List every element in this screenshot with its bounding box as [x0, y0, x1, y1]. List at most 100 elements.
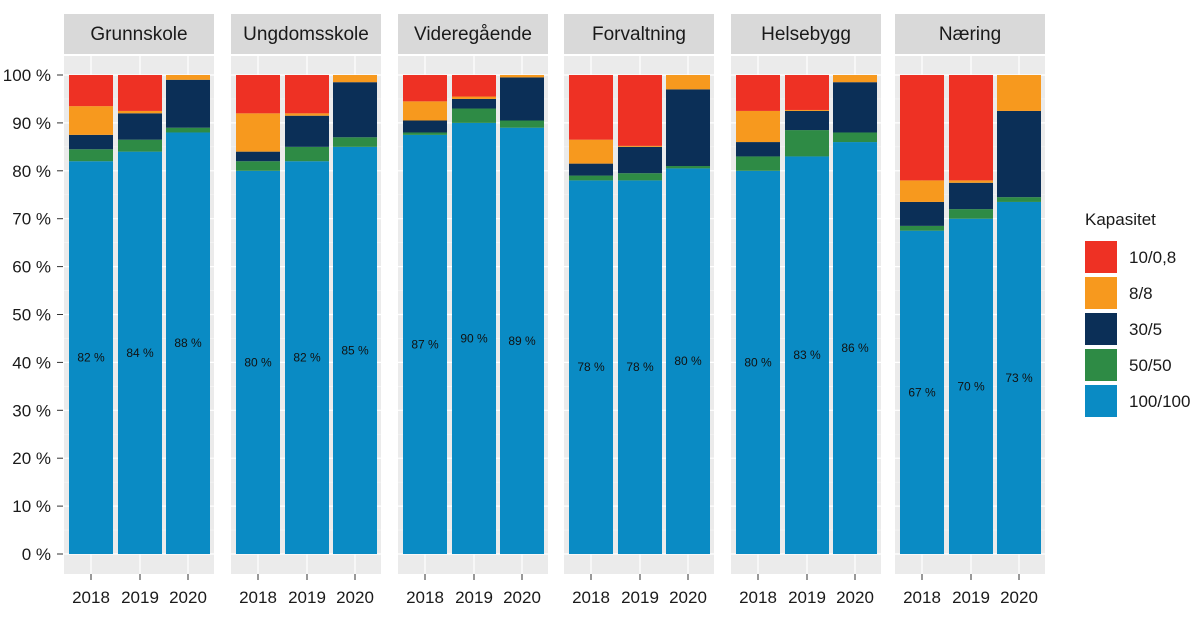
- bar-segment-50-50: [618, 173, 662, 181]
- bar-segment-8-8: [118, 110, 162, 114]
- bar-segment-8-8: [949, 180, 993, 183]
- bar-segment-8-8: [618, 145, 662, 147]
- bar-segment-8-8: [900, 180, 944, 202]
- bar-segment-10-0-8: [452, 75, 496, 97]
- bar-segment-30-5: [785, 110, 829, 131]
- bar-segment-30-5: [500, 77, 544, 121]
- bar-segment-100-100: [949, 218, 993, 554]
- bar-segment-30-5: [949, 182, 993, 210]
- bar-segment-100-100: [833, 142, 877, 554]
- bar-segment-100-100: [500, 127, 544, 554]
- facet-panel-3: Forvaltning 78 % 2018 78 % 2019 80 % 2020: [564, 14, 714, 607]
- bar-segment-50-50: [736, 156, 780, 171]
- bar-segment-30-5: [833, 82, 877, 133]
- bar-value-label: 84 %: [126, 346, 154, 360]
- bar-segment-8-8: [236, 113, 280, 152]
- x-tick-label: 2018: [239, 588, 277, 607]
- bar-segment-8-8: [333, 75, 377, 83]
- x-tick-label: 2020: [836, 588, 874, 607]
- bar-segment-100-100: [69, 161, 113, 554]
- bar-segment-50-50: [569, 175, 613, 181]
- bar-segment-50-50: [666, 166, 710, 169]
- facet-strip: [231, 14, 381, 54]
- bar-segment-100-100: [785, 156, 829, 554]
- bar-value-label: 82 %: [77, 351, 105, 365]
- legend: Kapasitet 10/0,8 8/8 30/5 50/50 100/100: [1085, 210, 1190, 417]
- bar-segment-50-50: [500, 120, 544, 128]
- bar-segment-50-50: [785, 130, 829, 157]
- facet-strip: [564, 14, 714, 54]
- bar-segment-8-8: [403, 101, 447, 121]
- bar-segment-30-5: [736, 142, 780, 157]
- bar-segment-50-50: [452, 108, 496, 123]
- facet-panel-0: Grunnskole 82 % 2018 84 % 2019 88 % 2020: [64, 14, 214, 607]
- facet-title: Grunnskole: [90, 24, 187, 45]
- bar-segment-100-100: [333, 146, 377, 554]
- bar-segment-8-8: [666, 75, 710, 90]
- bar-segment-100-100: [736, 170, 780, 555]
- bar-segment-30-5: [69, 134, 113, 150]
- facet-panel-5: Næring 67 % 2018 70 % 2019 73 % 2020: [895, 14, 1045, 607]
- y-tick-label: 90 %: [12, 114, 51, 133]
- y-tick-label: 30 %: [12, 401, 51, 420]
- x-tick-label: 2019: [952, 588, 990, 607]
- facet-strip: [731, 14, 881, 54]
- bar-segment-50-50: [833, 132, 877, 143]
- legend-swatch: [1085, 349, 1117, 381]
- bar-value-label: 86 %: [841, 341, 869, 355]
- x-tick-label: 2019: [788, 588, 826, 607]
- bar-segment-30-5: [118, 113, 162, 140]
- bar-segment-30-5: [900, 201, 944, 226]
- bar-segment-30-5: [333, 82, 377, 138]
- facet-title: Helsebygg: [761, 24, 851, 45]
- facet-panel-2: Videregående 87 % 2018 90 % 2019 89 % 2020: [398, 14, 548, 607]
- bar-segment-50-50: [949, 209, 993, 219]
- legend-title: Kapasitet: [1085, 210, 1156, 229]
- x-tick-label: 2018: [739, 588, 777, 607]
- bar-segment-10-0-8: [236, 75, 280, 114]
- bar-segment-50-50: [900, 225, 944, 231]
- bar-segment-100-100: [618, 180, 662, 554]
- bar-segment-8-8: [785, 109, 829, 111]
- bar-segment-8-8: [69, 106, 113, 135]
- bar-value-label: 90 %: [460, 331, 488, 345]
- bar-segment-10-0-8: [403, 75, 447, 102]
- y-tick-label: 70 %: [12, 210, 51, 229]
- bar-segment-8-8: [833, 75, 877, 83]
- bar-segment-8-8: [500, 75, 544, 78]
- bar-segment-50-50: [118, 139, 162, 152]
- y-tick-label: 0 %: [22, 545, 51, 564]
- bar-value-label: 78 %: [577, 360, 605, 374]
- y-tick-label: 10 %: [12, 497, 51, 516]
- bar-value-label: 78 %: [626, 360, 654, 374]
- bar-segment-50-50: [69, 149, 113, 162]
- bar-segment-8-8: [736, 110, 780, 143]
- bar-segment-10-0-8: [618, 75, 662, 146]
- bar-segment-30-5: [236, 151, 280, 162]
- bar-segment-10-0-8: [118, 75, 162, 111]
- y-tick-label: 60 %: [12, 258, 51, 277]
- bar-segment-100-100: [452, 122, 496, 555]
- x-tick-label: 2018: [72, 588, 110, 607]
- bar-segment-50-50: [403, 132, 447, 135]
- bar-segment-100-100: [997, 201, 1041, 554]
- y-axis: 0 % 10 % 20 % 30 % 40 % 50 % 60 % 70 % 80 % 90 % 1…: [3, 66, 63, 564]
- x-tick-label: 2019: [621, 588, 659, 607]
- x-tick-label: 2019: [455, 588, 493, 607]
- bar-segment-30-5: [569, 163, 613, 176]
- bar-segment-30-5: [997, 110, 1041, 198]
- bar-segment-10-0-8: [736, 75, 780, 111]
- legend-entry: 8/8: [1129, 284, 1153, 303]
- y-tick-label: 50 %: [12, 306, 51, 325]
- bar-segment-50-50: [333, 137, 377, 147]
- bar-value-label: 80 %: [744, 355, 772, 369]
- facet-title: Ungdomsskole: [243, 24, 369, 45]
- bar-segment-10-0-8: [785, 75, 829, 110]
- bar-segment-50-50: [285, 146, 329, 162]
- facet-strip: [64, 14, 214, 54]
- bar-value-label: 83 %: [793, 348, 821, 362]
- bar-segment-50-50: [166, 127, 210, 133]
- bar-segment-10-0-8: [569, 75, 613, 140]
- bar-segment-10-0-8: [285, 75, 329, 114]
- bar-segment-8-8: [452, 96, 496, 99]
